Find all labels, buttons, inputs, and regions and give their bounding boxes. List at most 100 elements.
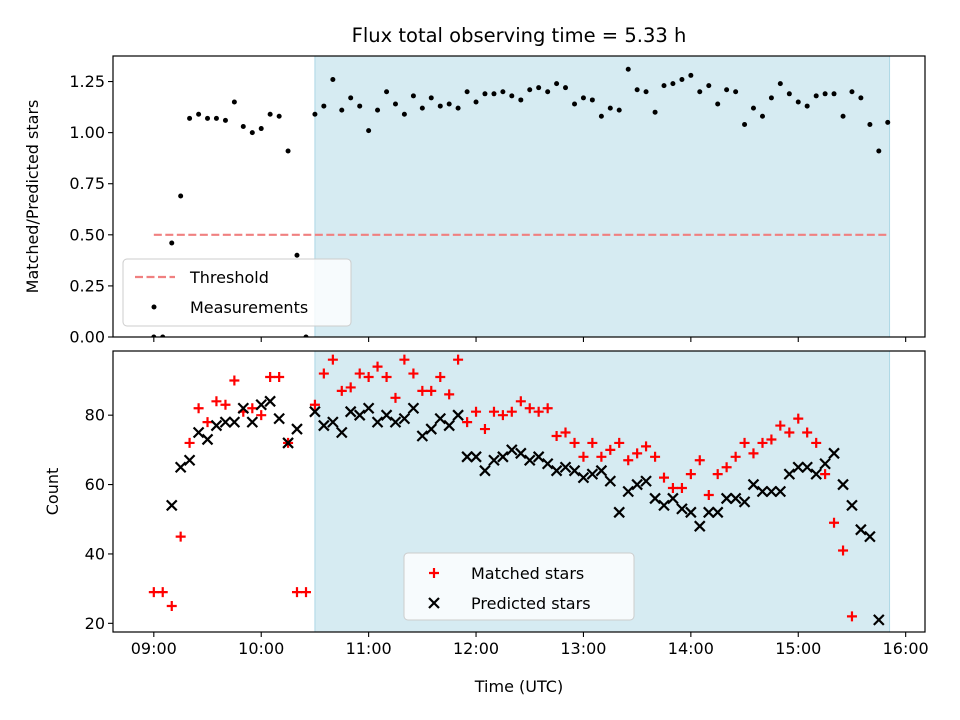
matched-star-point [524,403,535,414]
matched-star-point [426,385,437,396]
matched-star-point [515,396,526,407]
y-axis-label: Matched/Predicted stars [23,100,42,294]
bottom-plot: 20 40 60 80 09:00 10:00 11:00 12:00 13:00 14:00 15… [43,350,929,696]
matched-star-point [157,587,168,598]
predicted-star-point [532,451,545,463]
measurement-point [473,99,479,105]
matched-star-point [802,427,813,438]
matched-star-point [399,354,410,365]
predicted-star-point [568,464,581,477]
matched-star-point [829,517,840,528]
matched-star-point [775,420,786,431]
observing-span-shade [314,56,891,337]
predicted-star-point [219,416,232,428]
predicted-star-point [792,461,805,473]
matched-star-point [211,396,222,407]
predicted-star-point [586,468,599,480]
legend-threshold-label: Threshold [189,268,269,287]
predicted-star-point [837,478,849,491]
matched-star-point [381,372,392,383]
predicted-star-point [291,423,303,435]
predicted-star-point [434,412,447,425]
predicted-star-point [362,402,375,415]
legend-matched-swatch [429,568,439,578]
predicted-star-point [667,492,679,505]
measurement-point [742,121,748,127]
predicted-star-point [864,530,876,543]
measurement-point [759,113,765,119]
top-plot: 0.00 0.25 0.50 0.75 1.00 1.25 Matched/Predicte… [23,24,926,347]
measurement-point [580,95,586,101]
predicted-star-point [649,492,661,505]
predicted-star-point [479,464,491,477]
measurement-point [348,95,354,101]
predicted-star-point [801,461,813,473]
measurement-point [661,83,667,89]
series-predicted-stars [165,395,885,626]
predicted-star-point [327,416,339,428]
matched-star-point [220,399,231,410]
predicted-star-point [774,485,787,498]
measurement-point [858,95,864,101]
measurement-point [446,101,452,107]
predicted-star-point [255,398,267,411]
matched-star-point [766,434,777,445]
measurement-point [231,99,237,105]
measurement-point [840,113,846,119]
measurement-point [205,115,211,121]
legend-measurements-label: Measurements [190,298,308,317]
matched-star-point [318,368,329,379]
x-tick-label: 11:00 [346,639,392,658]
matched-star-point [256,410,267,421]
y-tick-label: 0.75 [69,174,105,193]
predicted-star-point [264,395,276,408]
matched-star-point [488,406,499,417]
predicted-star-point [183,454,196,467]
measurement-point [509,93,515,99]
matched-star-point [694,455,705,466]
matched-star-point [667,483,678,494]
predicted-star-point [425,423,438,435]
predicted-star-point [622,485,635,498]
matched-star-point [632,448,643,459]
measurement-point [491,91,497,97]
measurement-point [563,85,569,91]
measurement-point [607,105,613,111]
matched-star-point [685,469,696,480]
measurement-point [482,91,488,97]
matched-star-point [712,469,723,480]
measurement-point [357,103,363,109]
matched-star-point [229,375,240,386]
legend-predicted-label: Predicted stars [471,594,591,613]
matched-star-point [811,437,822,448]
predicted-star-point [783,468,796,480]
predicted-star-point [344,405,357,418]
matched-star-point [354,368,365,379]
predicted-star-point [729,492,742,505]
y-tick-label: 20 [85,614,105,633]
predicted-star-point [380,409,393,421]
measurement-point [285,148,291,154]
matched-star-point [148,587,159,598]
predicted-star-point [192,426,205,439]
predicted-star-point [873,614,885,626]
predicted-star-point [174,461,187,473]
measurement-point [831,91,837,97]
matched-star-point [166,600,177,611]
predicted-star-point [595,464,608,477]
matched-star-point [408,368,419,379]
series-matched-stars [148,354,857,622]
predicted-star-point [810,468,822,480]
measurement-point [312,111,318,117]
matched-star-point [838,545,849,556]
y-tick-label: 60 [85,475,105,494]
measurement-point [652,109,658,115]
matched-star-point [301,587,312,598]
matched-star-point [650,451,661,462]
predicted-star-point [738,496,751,508]
measurement-point [518,97,524,103]
matched-star-point [479,424,490,435]
measurement-point [572,101,578,107]
predicted-star-point [703,506,715,519]
predicted-star-point [210,419,223,432]
